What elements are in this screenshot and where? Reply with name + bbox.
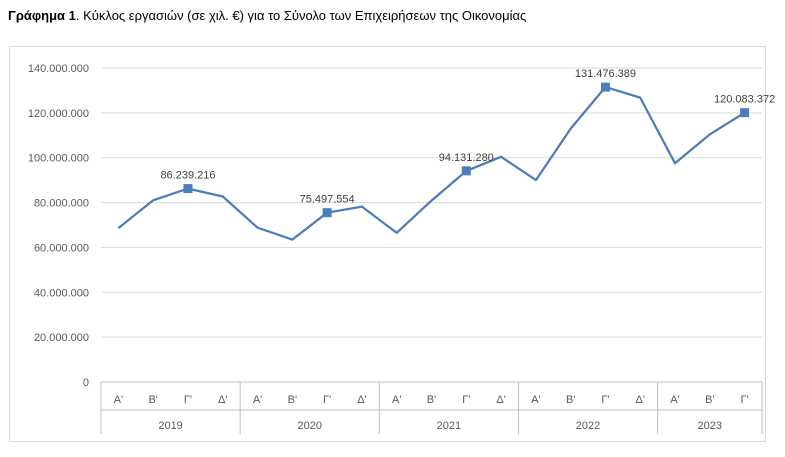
y-tick-label: 20.000.000	[34, 332, 89, 344]
chart-frame	[9, 46, 766, 442]
x-quarter-label: Δ'	[496, 394, 505, 406]
x-year-label: 2023	[698, 420, 722, 432]
x-quarter-label: Γ'	[741, 394, 749, 406]
data-point-marker	[740, 108, 750, 118]
x-quarter-label: Γ'	[601, 394, 609, 406]
caption-text: . Κύκλος εργασιών (σε χιλ. €) για το Σύν…	[75, 8, 527, 23]
x-quarter-label: Γ'	[462, 394, 470, 406]
x-quarter-label: Α'	[114, 394, 123, 406]
series-line	[117, 85, 746, 241]
x-quarter-label: Β'	[566, 394, 575, 406]
x-quarter-label: Α'	[392, 394, 401, 406]
y-tick-label: 120.000.000	[28, 108, 89, 120]
y-tick-label: 80.000.000	[34, 198, 89, 210]
x-quarter-label: Δ'	[357, 394, 366, 406]
x-quarter-label: Α'	[531, 394, 540, 406]
data-point-marker	[183, 184, 193, 194]
x-quarter-label: Α'	[253, 394, 262, 406]
x-quarter-label: Γ'	[184, 394, 192, 406]
x-quarter-label: Δ'	[636, 394, 645, 406]
data-label: 120.083.372	[714, 94, 775, 106]
y-tick-label: 60.000.000	[34, 242, 89, 254]
x-quarter-label: Α'	[670, 394, 679, 406]
x-year-label: 2021	[437, 420, 461, 432]
x-quarter-label: Β'	[148, 394, 157, 406]
x-quarter-label: Δ'	[218, 394, 227, 406]
y-tick-label: 0	[83, 377, 89, 389]
data-point-marker	[461, 166, 471, 176]
x-quarter-label: Β'	[705, 394, 714, 406]
data-label: 86.239.216	[160, 170, 215, 182]
x-quarter-label: Β'	[427, 394, 436, 406]
y-tick-label: 140.000.000	[28, 63, 89, 75]
y-tick-label: 100.000.000	[28, 153, 89, 165]
x-year-label: 2022	[576, 420, 600, 432]
caption-label: Γράφημα 1	[8, 8, 76, 23]
data-point-marker	[600, 82, 610, 92]
data-label: 94.131.280	[439, 152, 494, 164]
chart-caption: Γράφημα 1. Κύκλος εργασιών (σε χιλ. €) γ…	[8, 8, 526, 23]
x-year-label: 2020	[297, 420, 321, 432]
data-label: 131.476.389	[575, 68, 636, 80]
y-tick-label: 40.000.000	[34, 287, 89, 299]
x-quarter-label: Γ'	[323, 394, 331, 406]
data-point-marker	[322, 208, 332, 218]
x-year-label: 2019	[158, 420, 182, 432]
data-label: 75.497.554	[300, 194, 355, 206]
x-quarter-label: Β'	[288, 394, 297, 406]
